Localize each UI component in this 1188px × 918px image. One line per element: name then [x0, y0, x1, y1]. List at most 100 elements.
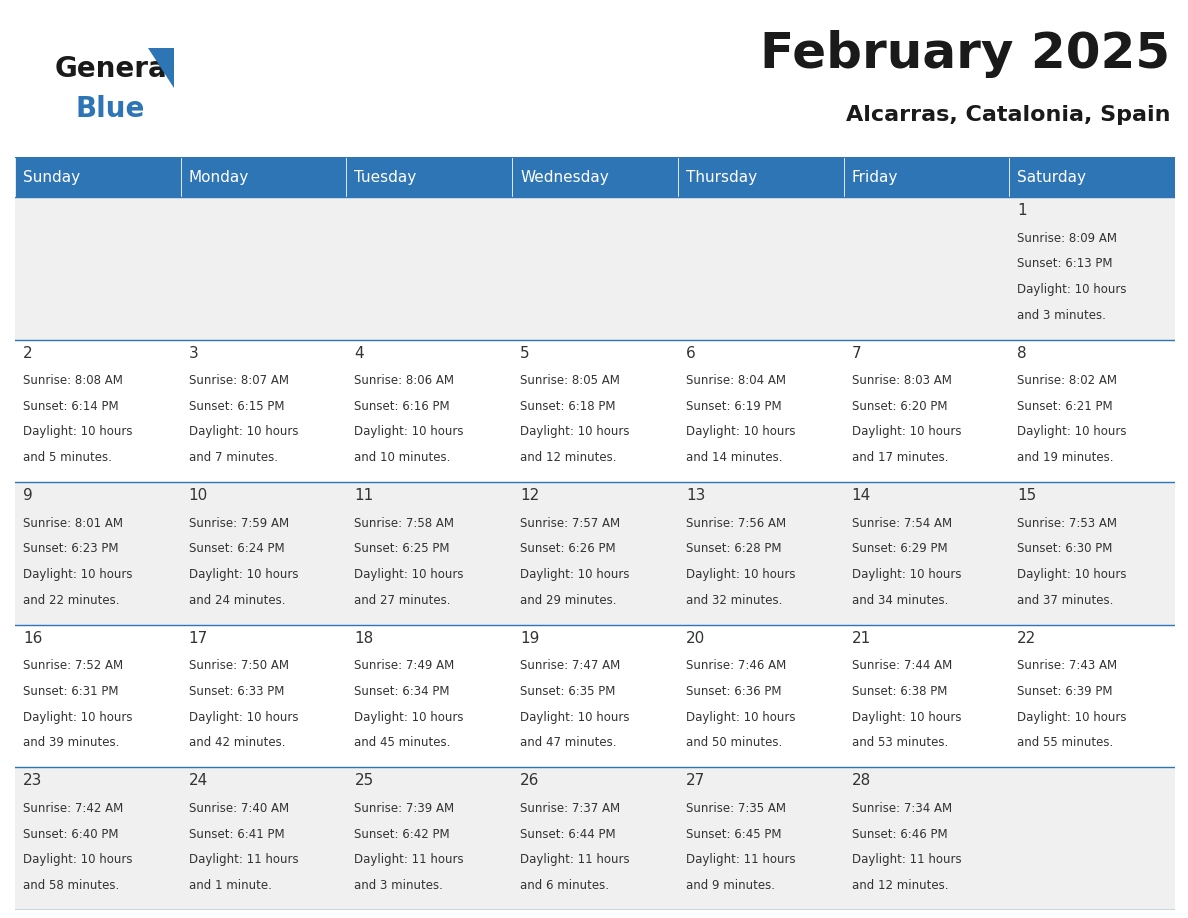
Text: Daylight: 10 hours: Daylight: 10 hours [189, 425, 298, 439]
Text: Sunrise: 7:52 AM: Sunrise: 7:52 AM [23, 659, 124, 672]
Text: Sunrise: 7:57 AM: Sunrise: 7:57 AM [520, 517, 620, 530]
Text: Daylight: 10 hours: Daylight: 10 hours [1017, 425, 1126, 439]
Text: Sunset: 6:28 PM: Sunset: 6:28 PM [685, 543, 782, 555]
Text: Sunset: 6:25 PM: Sunset: 6:25 PM [354, 543, 450, 555]
Text: Sunrise: 7:54 AM: Sunrise: 7:54 AM [852, 517, 952, 530]
Text: and 29 minutes.: and 29 minutes. [520, 594, 617, 607]
Text: 21: 21 [852, 631, 871, 645]
Text: Sunrise: 8:09 AM: Sunrise: 8:09 AM [1017, 231, 1117, 244]
Text: and 50 minutes.: and 50 minutes. [685, 736, 782, 749]
Text: Daylight: 11 hours: Daylight: 11 hours [520, 853, 630, 867]
Text: Sunset: 6:19 PM: Sunset: 6:19 PM [685, 399, 782, 413]
Text: and 37 minutes.: and 37 minutes. [1017, 594, 1113, 607]
Text: Daylight: 11 hours: Daylight: 11 hours [685, 853, 796, 867]
Text: Sunset: 6:26 PM: Sunset: 6:26 PM [520, 543, 615, 555]
Text: Sunrise: 7:34 AM: Sunrise: 7:34 AM [852, 802, 952, 815]
Text: 24: 24 [189, 773, 208, 789]
Text: Sunrise: 7:58 AM: Sunrise: 7:58 AM [354, 517, 455, 530]
Text: and 12 minutes.: and 12 minutes. [520, 451, 617, 465]
Text: Sunrise: 7:46 AM: Sunrise: 7:46 AM [685, 659, 786, 672]
Text: Sunrise: 8:04 AM: Sunrise: 8:04 AM [685, 375, 785, 387]
Text: Sunset: 6:20 PM: Sunset: 6:20 PM [852, 399, 947, 413]
Bar [15, 197, 1175, 340]
Text: Daylight: 11 hours: Daylight: 11 hours [354, 853, 465, 867]
Text: Daylight: 10 hours: Daylight: 10 hours [23, 853, 133, 867]
Text: Daylight: 10 hours: Daylight: 10 hours [23, 568, 133, 581]
Text: Saturday: Saturday [1017, 170, 1086, 185]
Text: Sunset: 6:16 PM: Sunset: 6:16 PM [354, 399, 450, 413]
Text: Sunset: 6:21 PM: Sunset: 6:21 PM [1017, 399, 1113, 413]
Text: Daylight: 10 hours: Daylight: 10 hours [852, 568, 961, 581]
Text: Sunset: 6:35 PM: Sunset: 6:35 PM [520, 685, 615, 698]
Text: 3: 3 [189, 345, 198, 361]
Text: Daylight: 10 hours: Daylight: 10 hours [354, 425, 465, 439]
Text: Sunrise: 8:07 AM: Sunrise: 8:07 AM [189, 375, 289, 387]
Bar [15, 340, 1175, 482]
Text: and 19 minutes.: and 19 minutes. [1017, 451, 1114, 465]
Text: Daylight: 10 hours: Daylight: 10 hours [189, 568, 298, 581]
Text: 28: 28 [852, 773, 871, 789]
Text: and 55 minutes.: and 55 minutes. [1017, 736, 1113, 749]
Text: Sunset: 6:14 PM: Sunset: 6:14 PM [23, 399, 119, 413]
Text: Sunrise: 7:44 AM: Sunrise: 7:44 AM [852, 659, 952, 672]
Text: Sunset: 6:42 PM: Sunset: 6:42 PM [354, 828, 450, 841]
Text: Daylight: 10 hours: Daylight: 10 hours [1017, 711, 1126, 723]
Text: Sunset: 6:31 PM: Sunset: 6:31 PM [23, 685, 119, 698]
Text: and 10 minutes.: and 10 minutes. [354, 451, 450, 465]
Text: and 47 minutes.: and 47 minutes. [520, 736, 617, 749]
Bar [15, 625, 1175, 767]
Text: Tuesday: Tuesday [354, 170, 417, 185]
Text: 18: 18 [354, 631, 374, 645]
Text: Daylight: 10 hours: Daylight: 10 hours [520, 568, 630, 581]
Text: Sunrise: 7:56 AM: Sunrise: 7:56 AM [685, 517, 786, 530]
Text: Sunset: 6:18 PM: Sunset: 6:18 PM [520, 399, 615, 413]
Text: Sunset: 6:46 PM: Sunset: 6:46 PM [852, 828, 947, 841]
Text: Sunset: 6:24 PM: Sunset: 6:24 PM [189, 543, 284, 555]
Text: 6: 6 [685, 345, 696, 361]
Text: Daylight: 10 hours: Daylight: 10 hours [685, 711, 795, 723]
Text: Daylight: 10 hours: Daylight: 10 hours [852, 711, 961, 723]
Text: 12: 12 [520, 488, 539, 503]
Text: 22: 22 [1017, 631, 1037, 645]
Text: Sunrise: 8:08 AM: Sunrise: 8:08 AM [23, 375, 122, 387]
Text: 25: 25 [354, 773, 374, 789]
Text: and 45 minutes.: and 45 minutes. [354, 736, 450, 749]
Text: Daylight: 11 hours: Daylight: 11 hours [189, 853, 298, 867]
Text: Wednesday: Wednesday [520, 170, 609, 185]
Text: 16: 16 [23, 631, 43, 645]
Bar [15, 767, 1175, 910]
Text: Sunrise: 8:03 AM: Sunrise: 8:03 AM [852, 375, 952, 387]
Text: Daylight: 10 hours: Daylight: 10 hours [354, 711, 465, 723]
Text: Monday: Monday [189, 170, 249, 185]
Text: Alcarras, Catalonia, Spain: Alcarras, Catalonia, Spain [846, 105, 1170, 125]
Text: and 12 minutes.: and 12 minutes. [852, 879, 948, 892]
Text: and 14 minutes.: and 14 minutes. [685, 451, 783, 465]
Text: and 39 minutes.: and 39 minutes. [23, 736, 119, 749]
Text: 9: 9 [23, 488, 33, 503]
Text: and 9 minutes.: and 9 minutes. [685, 879, 775, 892]
Text: Sunrise: 7:42 AM: Sunrise: 7:42 AM [23, 802, 124, 815]
Text: Sunset: 6:38 PM: Sunset: 6:38 PM [852, 685, 947, 698]
Text: 5: 5 [520, 345, 530, 361]
Text: Sunset: 6:33 PM: Sunset: 6:33 PM [189, 685, 284, 698]
Text: Sunrise: 7:47 AM: Sunrise: 7:47 AM [520, 659, 620, 672]
Bar [347, 157, 512, 197]
Text: Daylight: 10 hours: Daylight: 10 hours [685, 568, 795, 581]
Text: 1: 1 [1017, 203, 1026, 218]
Text: Sunset: 6:41 PM: Sunset: 6:41 PM [189, 828, 284, 841]
Text: Sunrise: 7:49 AM: Sunrise: 7:49 AM [354, 659, 455, 672]
Text: Daylight: 10 hours: Daylight: 10 hours [1017, 283, 1126, 296]
Bar [181, 157, 347, 197]
Text: 13: 13 [685, 488, 706, 503]
Text: Sunrise: 8:02 AM: Sunrise: 8:02 AM [1017, 375, 1117, 387]
Bar [678, 157, 843, 197]
Text: and 22 minutes.: and 22 minutes. [23, 594, 120, 607]
Text: Daylight: 10 hours: Daylight: 10 hours [520, 711, 630, 723]
Text: Sunset: 6:23 PM: Sunset: 6:23 PM [23, 543, 119, 555]
Bar [15, 482, 1175, 625]
Text: Sunrise: 8:01 AM: Sunrise: 8:01 AM [23, 517, 124, 530]
Text: and 3 minutes.: and 3 minutes. [354, 879, 443, 892]
Bar [15, 157, 181, 197]
Text: and 27 minutes.: and 27 minutes. [354, 594, 451, 607]
Text: Sunrise: 7:43 AM: Sunrise: 7:43 AM [1017, 659, 1118, 672]
